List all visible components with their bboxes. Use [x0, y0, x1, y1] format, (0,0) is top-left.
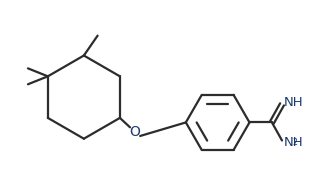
- Text: NH: NH: [283, 96, 303, 109]
- Text: NH: NH: [283, 136, 303, 149]
- Text: $_2$: $_2$: [292, 137, 298, 149]
- Text: O: O: [130, 125, 141, 139]
